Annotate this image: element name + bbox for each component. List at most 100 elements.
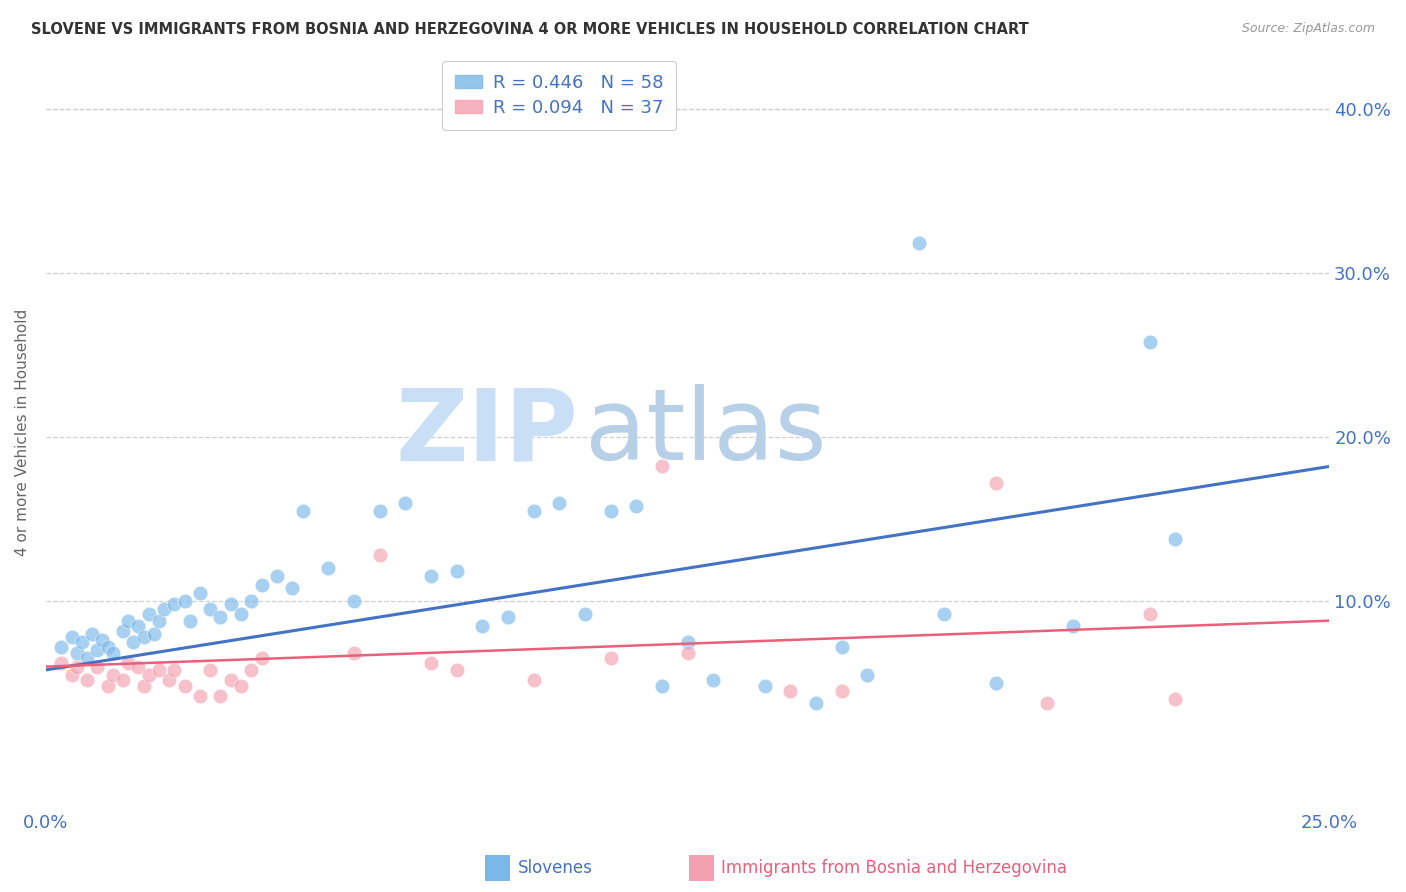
Point xyxy=(148,663,170,677)
Point xyxy=(209,689,232,703)
Point xyxy=(343,594,366,608)
Text: Immigrants from Bosnia and Herzegovina: Immigrants from Bosnia and Herzegovina xyxy=(721,859,1067,877)
Point xyxy=(934,607,956,621)
Point xyxy=(219,673,242,687)
Point xyxy=(446,663,468,677)
Point xyxy=(368,504,391,518)
Point xyxy=(1164,532,1187,546)
Point xyxy=(70,635,93,649)
Point xyxy=(82,627,104,641)
Point xyxy=(60,668,83,682)
Point xyxy=(599,651,621,665)
Point xyxy=(153,602,176,616)
Point xyxy=(1139,607,1161,621)
Point xyxy=(240,663,263,677)
Point xyxy=(76,651,98,665)
Point xyxy=(420,569,443,583)
Point xyxy=(138,668,160,682)
Point xyxy=(779,684,801,698)
Text: Slovenes: Slovenes xyxy=(517,859,592,877)
Point xyxy=(97,679,120,693)
Point xyxy=(188,689,211,703)
Point xyxy=(209,610,232,624)
Point xyxy=(266,569,288,583)
Point xyxy=(86,659,108,673)
Point xyxy=(101,647,124,661)
Point xyxy=(754,679,776,693)
Point xyxy=(804,696,827,710)
Point xyxy=(138,607,160,621)
Point xyxy=(163,597,186,611)
Point xyxy=(984,475,1007,490)
Point xyxy=(1036,696,1059,710)
Point xyxy=(240,594,263,608)
Point xyxy=(111,673,134,687)
Point xyxy=(574,607,596,621)
Text: Source: ZipAtlas.com: Source: ZipAtlas.com xyxy=(1241,22,1375,36)
Point xyxy=(91,633,114,648)
Point xyxy=(200,602,222,616)
Point xyxy=(173,594,195,608)
Point xyxy=(523,504,546,518)
Point xyxy=(229,679,252,693)
Legend: R = 0.446   N = 58, R = 0.094   N = 37: R = 0.446 N = 58, R = 0.094 N = 37 xyxy=(443,62,676,129)
Text: ZIP: ZIP xyxy=(395,384,578,482)
Point xyxy=(51,640,73,654)
Point xyxy=(76,673,98,687)
Point xyxy=(132,630,155,644)
Point xyxy=(127,659,149,673)
Point xyxy=(1164,692,1187,706)
Point xyxy=(420,657,443,671)
Point xyxy=(66,659,89,673)
Point xyxy=(394,495,416,509)
Point xyxy=(548,495,571,509)
Text: SLOVENE VS IMMIGRANTS FROM BOSNIA AND HERZEGOVINA 4 OR MORE VEHICLES IN HOUSEHOL: SLOVENE VS IMMIGRANTS FROM BOSNIA AND HE… xyxy=(31,22,1029,37)
Point xyxy=(60,630,83,644)
Point xyxy=(1139,334,1161,349)
Y-axis label: 4 or more Vehicles in Household: 4 or more Vehicles in Household xyxy=(15,310,30,557)
Point xyxy=(117,657,139,671)
Point xyxy=(229,607,252,621)
Point xyxy=(599,504,621,518)
Point xyxy=(127,618,149,632)
Point xyxy=(188,586,211,600)
Point xyxy=(856,668,879,682)
Point xyxy=(250,577,273,591)
Point xyxy=(111,624,134,638)
Point xyxy=(122,635,145,649)
Point xyxy=(179,614,201,628)
Point xyxy=(281,581,304,595)
Point xyxy=(219,597,242,611)
Point xyxy=(676,635,699,649)
Point xyxy=(316,561,339,575)
Point xyxy=(368,548,391,562)
Point xyxy=(496,610,519,624)
Point xyxy=(651,459,673,474)
Point xyxy=(523,673,546,687)
Point xyxy=(163,663,186,677)
Point xyxy=(148,614,170,628)
Point xyxy=(117,614,139,628)
Point xyxy=(676,647,699,661)
Point xyxy=(173,679,195,693)
Point xyxy=(702,673,724,687)
Point xyxy=(291,504,314,518)
Point xyxy=(343,647,366,661)
Point xyxy=(831,640,853,654)
Point xyxy=(66,647,89,661)
Point xyxy=(97,640,120,654)
Point xyxy=(101,668,124,682)
Point xyxy=(157,673,180,687)
Point xyxy=(831,684,853,698)
Point xyxy=(51,657,73,671)
Point xyxy=(132,679,155,693)
Point xyxy=(446,565,468,579)
Text: atlas: atlas xyxy=(585,384,827,482)
Point xyxy=(984,676,1007,690)
Point xyxy=(907,236,929,251)
Point xyxy=(471,618,494,632)
Point xyxy=(200,663,222,677)
Point xyxy=(142,627,165,641)
Point xyxy=(651,679,673,693)
Point xyxy=(250,651,273,665)
